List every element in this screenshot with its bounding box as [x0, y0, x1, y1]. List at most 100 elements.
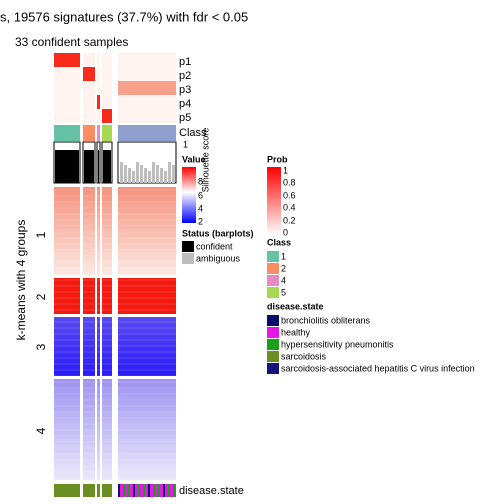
- legend-label: 2: [281, 263, 286, 273]
- silhouette-bars: [103, 150, 111, 183]
- group-label: 1: [34, 231, 48, 238]
- prob-row: [97, 67, 100, 81]
- heatmap-block: [118, 187, 176, 275]
- disease-cell: [118, 484, 176, 497]
- heatmap-block: [83, 379, 95, 480]
- silhouette-bars: [98, 150, 99, 183]
- silhouette-bars: [148, 171, 151, 183]
- legend-label: 4: [281, 275, 286, 285]
- legend-key: [267, 339, 279, 350]
- legend-label: 1: [283, 165, 288, 175]
- disease-cell: [97, 484, 100, 497]
- annotation-label: disease.state: [179, 485, 244, 497]
- disease-cell: [158, 484, 160, 497]
- heatmap-block: [102, 379, 112, 480]
- prob-high: [102, 109, 112, 123]
- title: s, 19576 signatures (37.7%) with fdr < 0…: [0, 9, 248, 24]
- prob-high: [97, 95, 100, 109]
- annotation-label: p4: [179, 98, 191, 110]
- silhouette-bars: [55, 150, 79, 183]
- disease-cell: [54, 484, 80, 497]
- disease-cell: [173, 484, 175, 497]
- legend-label: sarcoidosis: [281, 351, 327, 361]
- annotation-label: Class: [179, 127, 207, 139]
- heatmap-block: [83, 278, 95, 314]
- legend-label: 6: [198, 190, 203, 200]
- legend-label: sarcoidosis-associated hepatitis C virus…: [281, 363, 475, 373]
- prob-row: [54, 95, 80, 109]
- heatmap-block: [54, 317, 80, 376]
- heatmap-block: [97, 278, 100, 314]
- disease-cell: [133, 484, 135, 497]
- prob-row: [83, 53, 95, 67]
- silhouette-bars: [152, 162, 155, 183]
- legend-label: ambiguous: [196, 253, 241, 263]
- annotation-label: p5: [179, 112, 191, 124]
- heatmap-block: [83, 317, 95, 376]
- prob-row: [83, 109, 95, 123]
- legend-key: [182, 253, 194, 264]
- legend-key: [267, 363, 279, 374]
- legend-key: [267, 287, 279, 298]
- prob-row: [97, 109, 100, 123]
- legend-title: disease.state: [267, 301, 324, 311]
- silhouette-bars: [164, 171, 167, 183]
- class-cell: [97, 125, 100, 141]
- legend-key: [182, 241, 194, 252]
- silhouette-bars: [120, 162, 123, 183]
- prob-high: [54, 53, 80, 67]
- legend-label: 0.2: [283, 215, 296, 225]
- prob-row: [54, 67, 80, 81]
- heatmap-block: [97, 187, 100, 275]
- disease-cell: [143, 484, 145, 497]
- prob-row: [54, 109, 80, 123]
- disease-cell: [83, 484, 95, 497]
- prob-row: [102, 67, 112, 81]
- annotation-label: p1: [179, 56, 191, 68]
- heatmap-block: [102, 187, 112, 275]
- prob-high: [83, 67, 95, 81]
- silhouette-bars: [136, 162, 139, 183]
- annotation-label: p3: [179, 84, 191, 96]
- prob-high: [118, 81, 176, 95]
- legend-label: 0: [283, 227, 288, 237]
- legend-label: 1: [183, 139, 188, 149]
- disease-cell: [128, 484, 130, 497]
- heatmap-block: [54, 187, 80, 275]
- legend-label: 0.6: [283, 190, 296, 200]
- heatmap-block: [118, 278, 176, 314]
- legend-gradient: [182, 167, 196, 223]
- heatmap-body: [53, 53, 177, 497]
- silhouette-bars: [84, 150, 94, 183]
- legend-label: 5: [281, 287, 286, 297]
- heatmap-block: [118, 317, 176, 376]
- heatmap-block: [83, 187, 95, 275]
- heatmap-block: [118, 379, 176, 480]
- subtitle: 33 confident samples: [15, 35, 128, 49]
- annotation-label: p2: [179, 70, 191, 82]
- disease-cell: [118, 484, 120, 497]
- disease-cell: [163, 484, 165, 497]
- legend-label: bronchiolitis obliterans: [281, 315, 371, 325]
- prob-row: [83, 81, 95, 95]
- silhouette-bars: [168, 162, 171, 183]
- legend-key: [267, 327, 279, 338]
- prob-row: [118, 53, 176, 67]
- legend-key: [267, 251, 279, 262]
- disease-cell: [123, 484, 125, 497]
- class-cell: [102, 125, 112, 141]
- silhouette-bars: [160, 168, 163, 183]
- prob-row: [102, 53, 112, 67]
- heatmap-block: [54, 379, 80, 480]
- legend-title: Silhouette score: [200, 128, 210, 193]
- heatmap-block: [97, 317, 100, 376]
- disease-cell: [168, 484, 170, 497]
- legend-label: hypersensitivity pneumonitis: [281, 339, 394, 349]
- heatmap-block: [102, 278, 112, 314]
- prob-row: [97, 81, 100, 95]
- legend-title: Class: [267, 237, 291, 247]
- legend-label: confident: [196, 241, 233, 251]
- group-label: 2: [34, 293, 48, 300]
- legend-key: [267, 263, 279, 274]
